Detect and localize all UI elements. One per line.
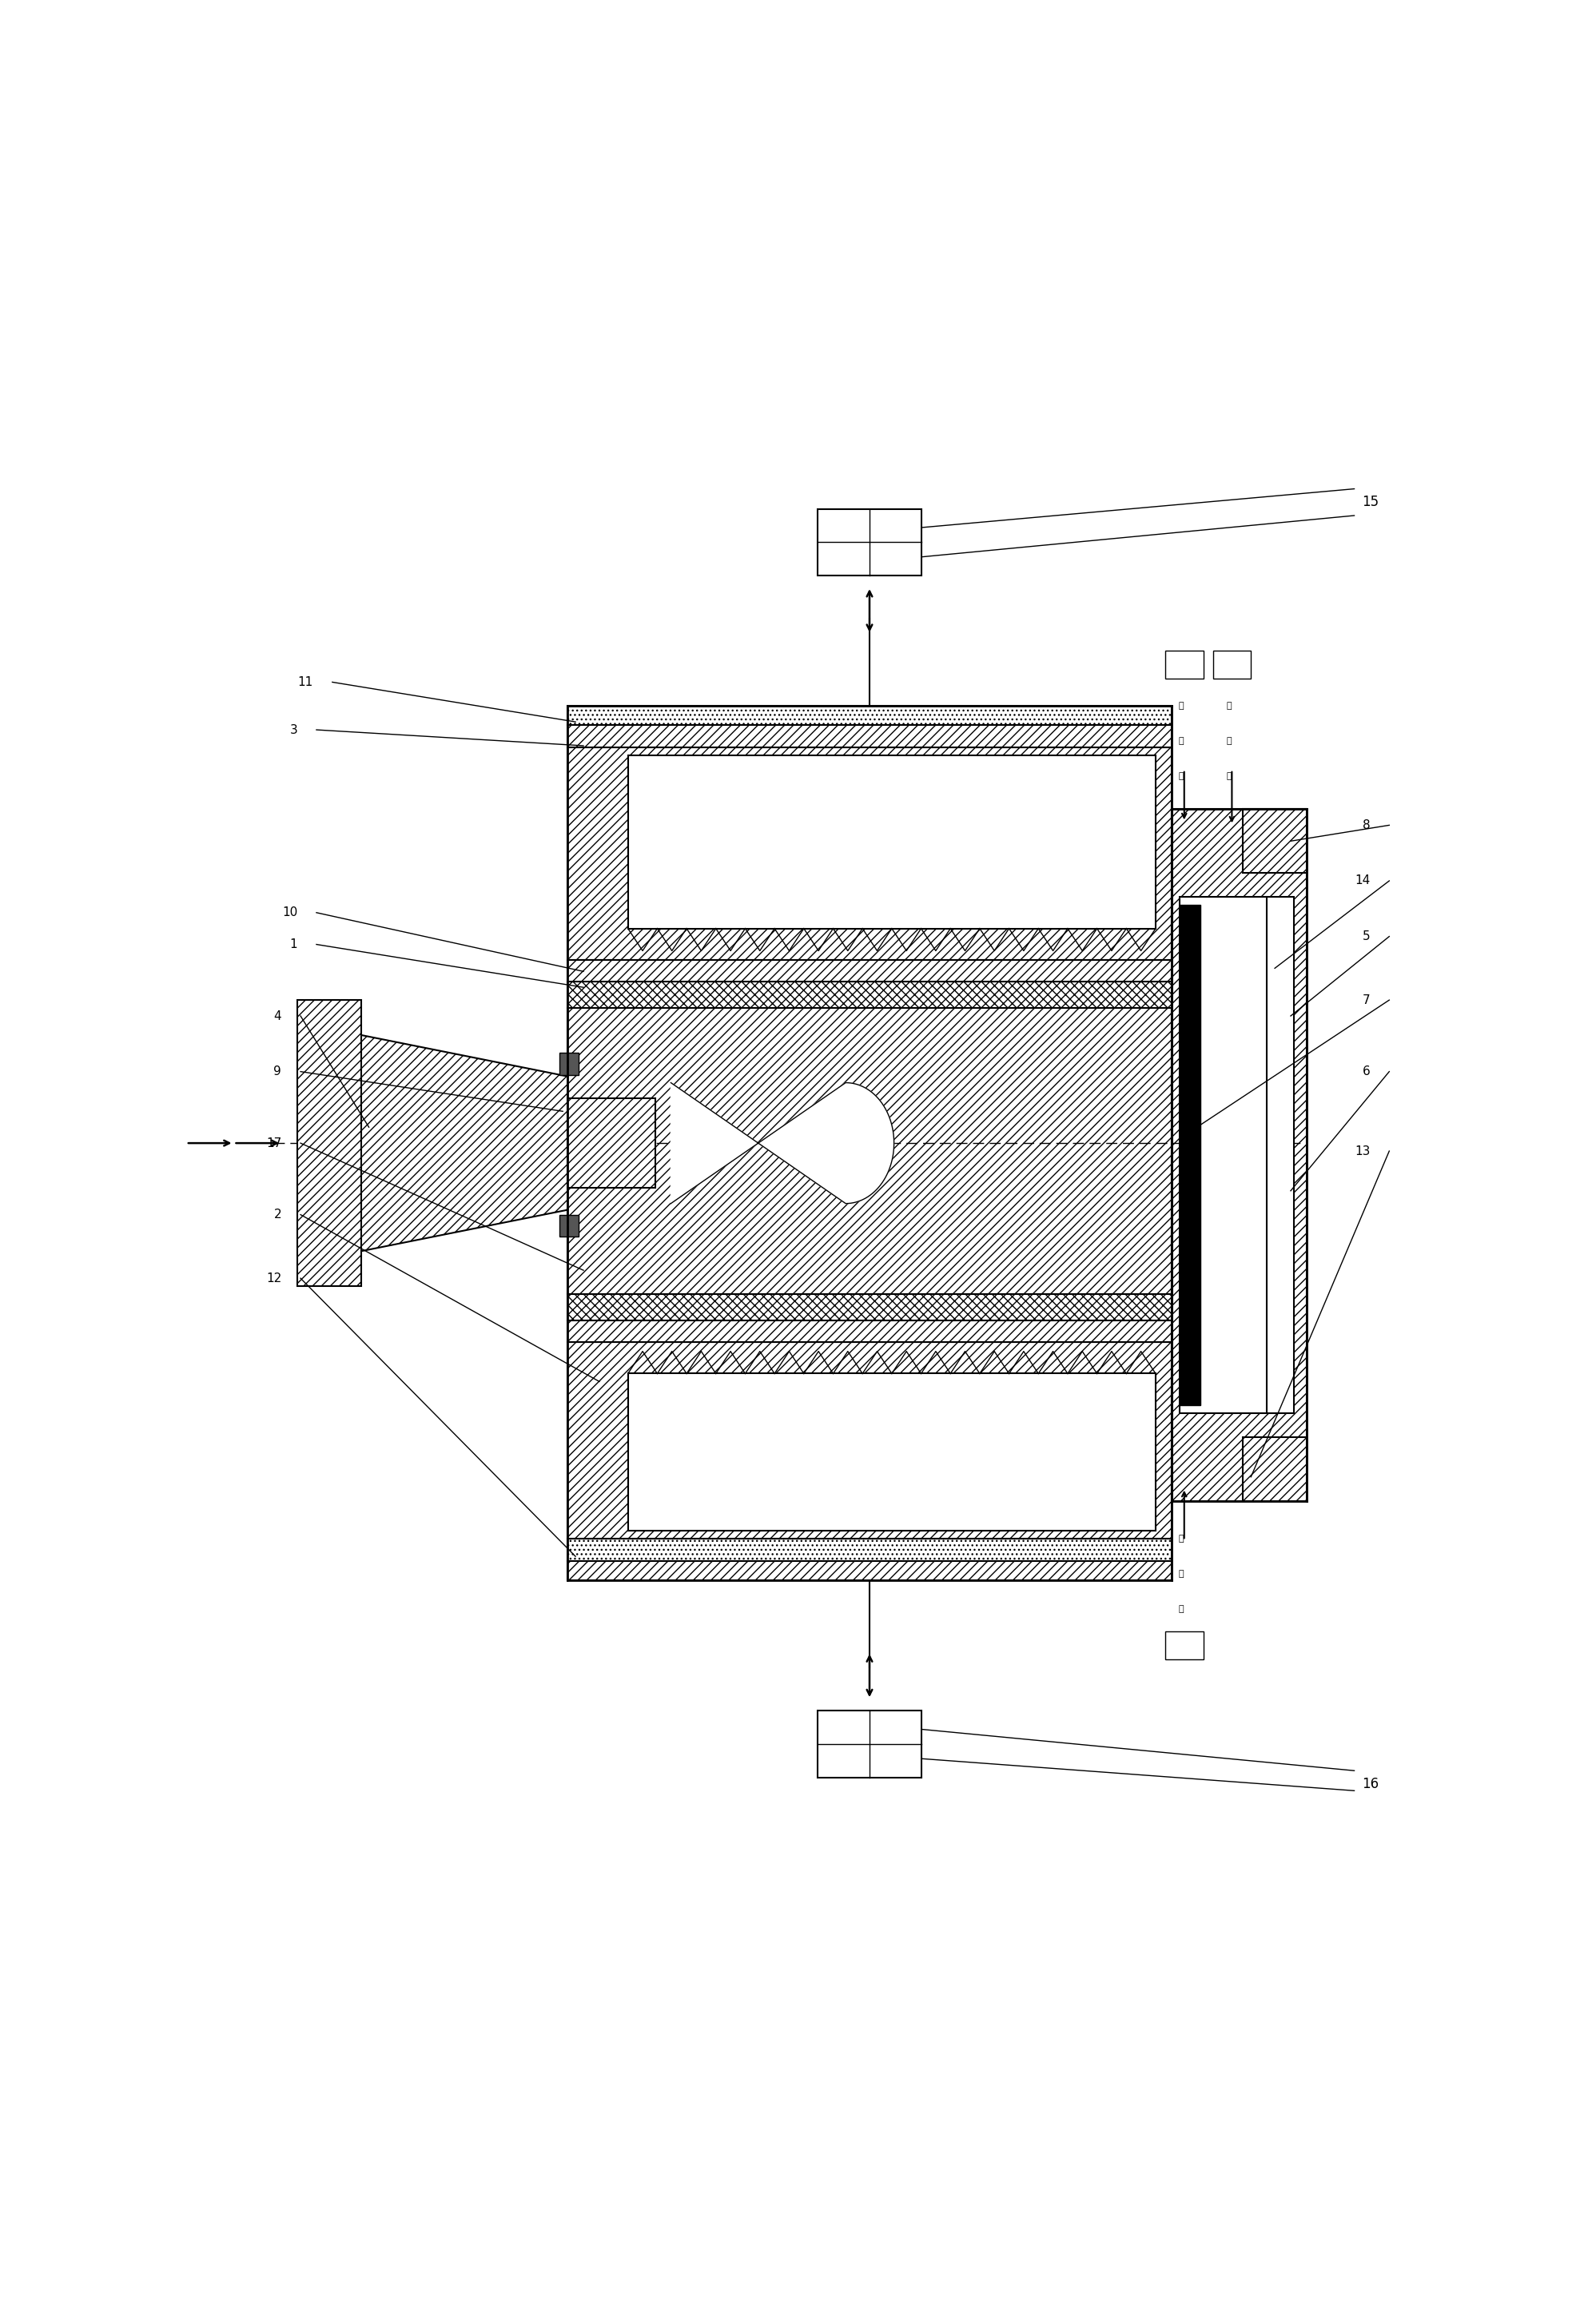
Polygon shape bbox=[361, 1036, 568, 1252]
Text: 17: 17 bbox=[267, 1138, 281, 1150]
Text: 13: 13 bbox=[1355, 1145, 1369, 1157]
Bar bbox=[568, 1008, 1171, 1293]
Polygon shape bbox=[670, 1083, 894, 1203]
Text: 11: 11 bbox=[298, 677, 313, 688]
Text: 气: 气 bbox=[1226, 737, 1232, 744]
Text: 8: 8 bbox=[1363, 818, 1369, 832]
Bar bbox=[560, 1052, 579, 1076]
Text: 1: 1 bbox=[289, 939, 297, 950]
Text: 9: 9 bbox=[273, 1066, 281, 1078]
Text: 出: 出 bbox=[1178, 702, 1184, 709]
Text: 进: 进 bbox=[1178, 1604, 1184, 1613]
Text: 水: 水 bbox=[1178, 737, 1184, 744]
Bar bbox=[1171, 809, 1307, 1500]
Bar bbox=[568, 707, 1171, 726]
Bar bbox=[627, 1375, 1156, 1530]
Bar bbox=[568, 983, 1171, 1008]
Text: 口: 口 bbox=[1178, 772, 1184, 779]
Bar bbox=[627, 756, 1156, 930]
Bar bbox=[568, 1099, 654, 1187]
Text: 3: 3 bbox=[289, 723, 297, 735]
Text: 14: 14 bbox=[1355, 874, 1369, 888]
Bar bbox=[1165, 651, 1203, 679]
Text: 2: 2 bbox=[275, 1208, 281, 1222]
Bar bbox=[568, 1321, 1171, 1342]
Text: 口: 口 bbox=[1178, 1535, 1184, 1544]
Bar bbox=[1243, 1437, 1307, 1500]
Bar bbox=[568, 726, 1171, 746]
Bar bbox=[568, 746, 1171, 960]
Bar bbox=[560, 1215, 579, 1238]
Text: 16: 16 bbox=[1363, 1778, 1379, 1792]
Text: 4: 4 bbox=[275, 1011, 281, 1022]
Text: 10: 10 bbox=[282, 906, 297, 918]
Bar bbox=[1243, 809, 1307, 874]
Bar bbox=[297, 999, 361, 1286]
Bar bbox=[568, 1342, 1171, 1539]
Bar bbox=[1179, 897, 1294, 1414]
Text: 水: 水 bbox=[1178, 1569, 1184, 1579]
Text: 12: 12 bbox=[267, 1273, 281, 1284]
Bar bbox=[568, 960, 1171, 983]
Bar bbox=[1179, 904, 1200, 1405]
Text: 6: 6 bbox=[1363, 1066, 1369, 1078]
Text: 排: 排 bbox=[1226, 702, 1232, 709]
Text: 7: 7 bbox=[1363, 994, 1369, 1006]
Bar bbox=[1165, 1632, 1203, 1660]
Text: 口: 口 bbox=[1226, 772, 1232, 779]
Text: 15: 15 bbox=[1363, 496, 1379, 510]
Bar bbox=[568, 1560, 1171, 1581]
Bar bbox=[568, 1539, 1171, 1560]
Bar bbox=[817, 1711, 921, 1778]
Bar bbox=[817, 510, 921, 575]
Bar bbox=[568, 1293, 1171, 1321]
Bar bbox=[1213, 651, 1251, 679]
Text: 5: 5 bbox=[1363, 930, 1369, 943]
